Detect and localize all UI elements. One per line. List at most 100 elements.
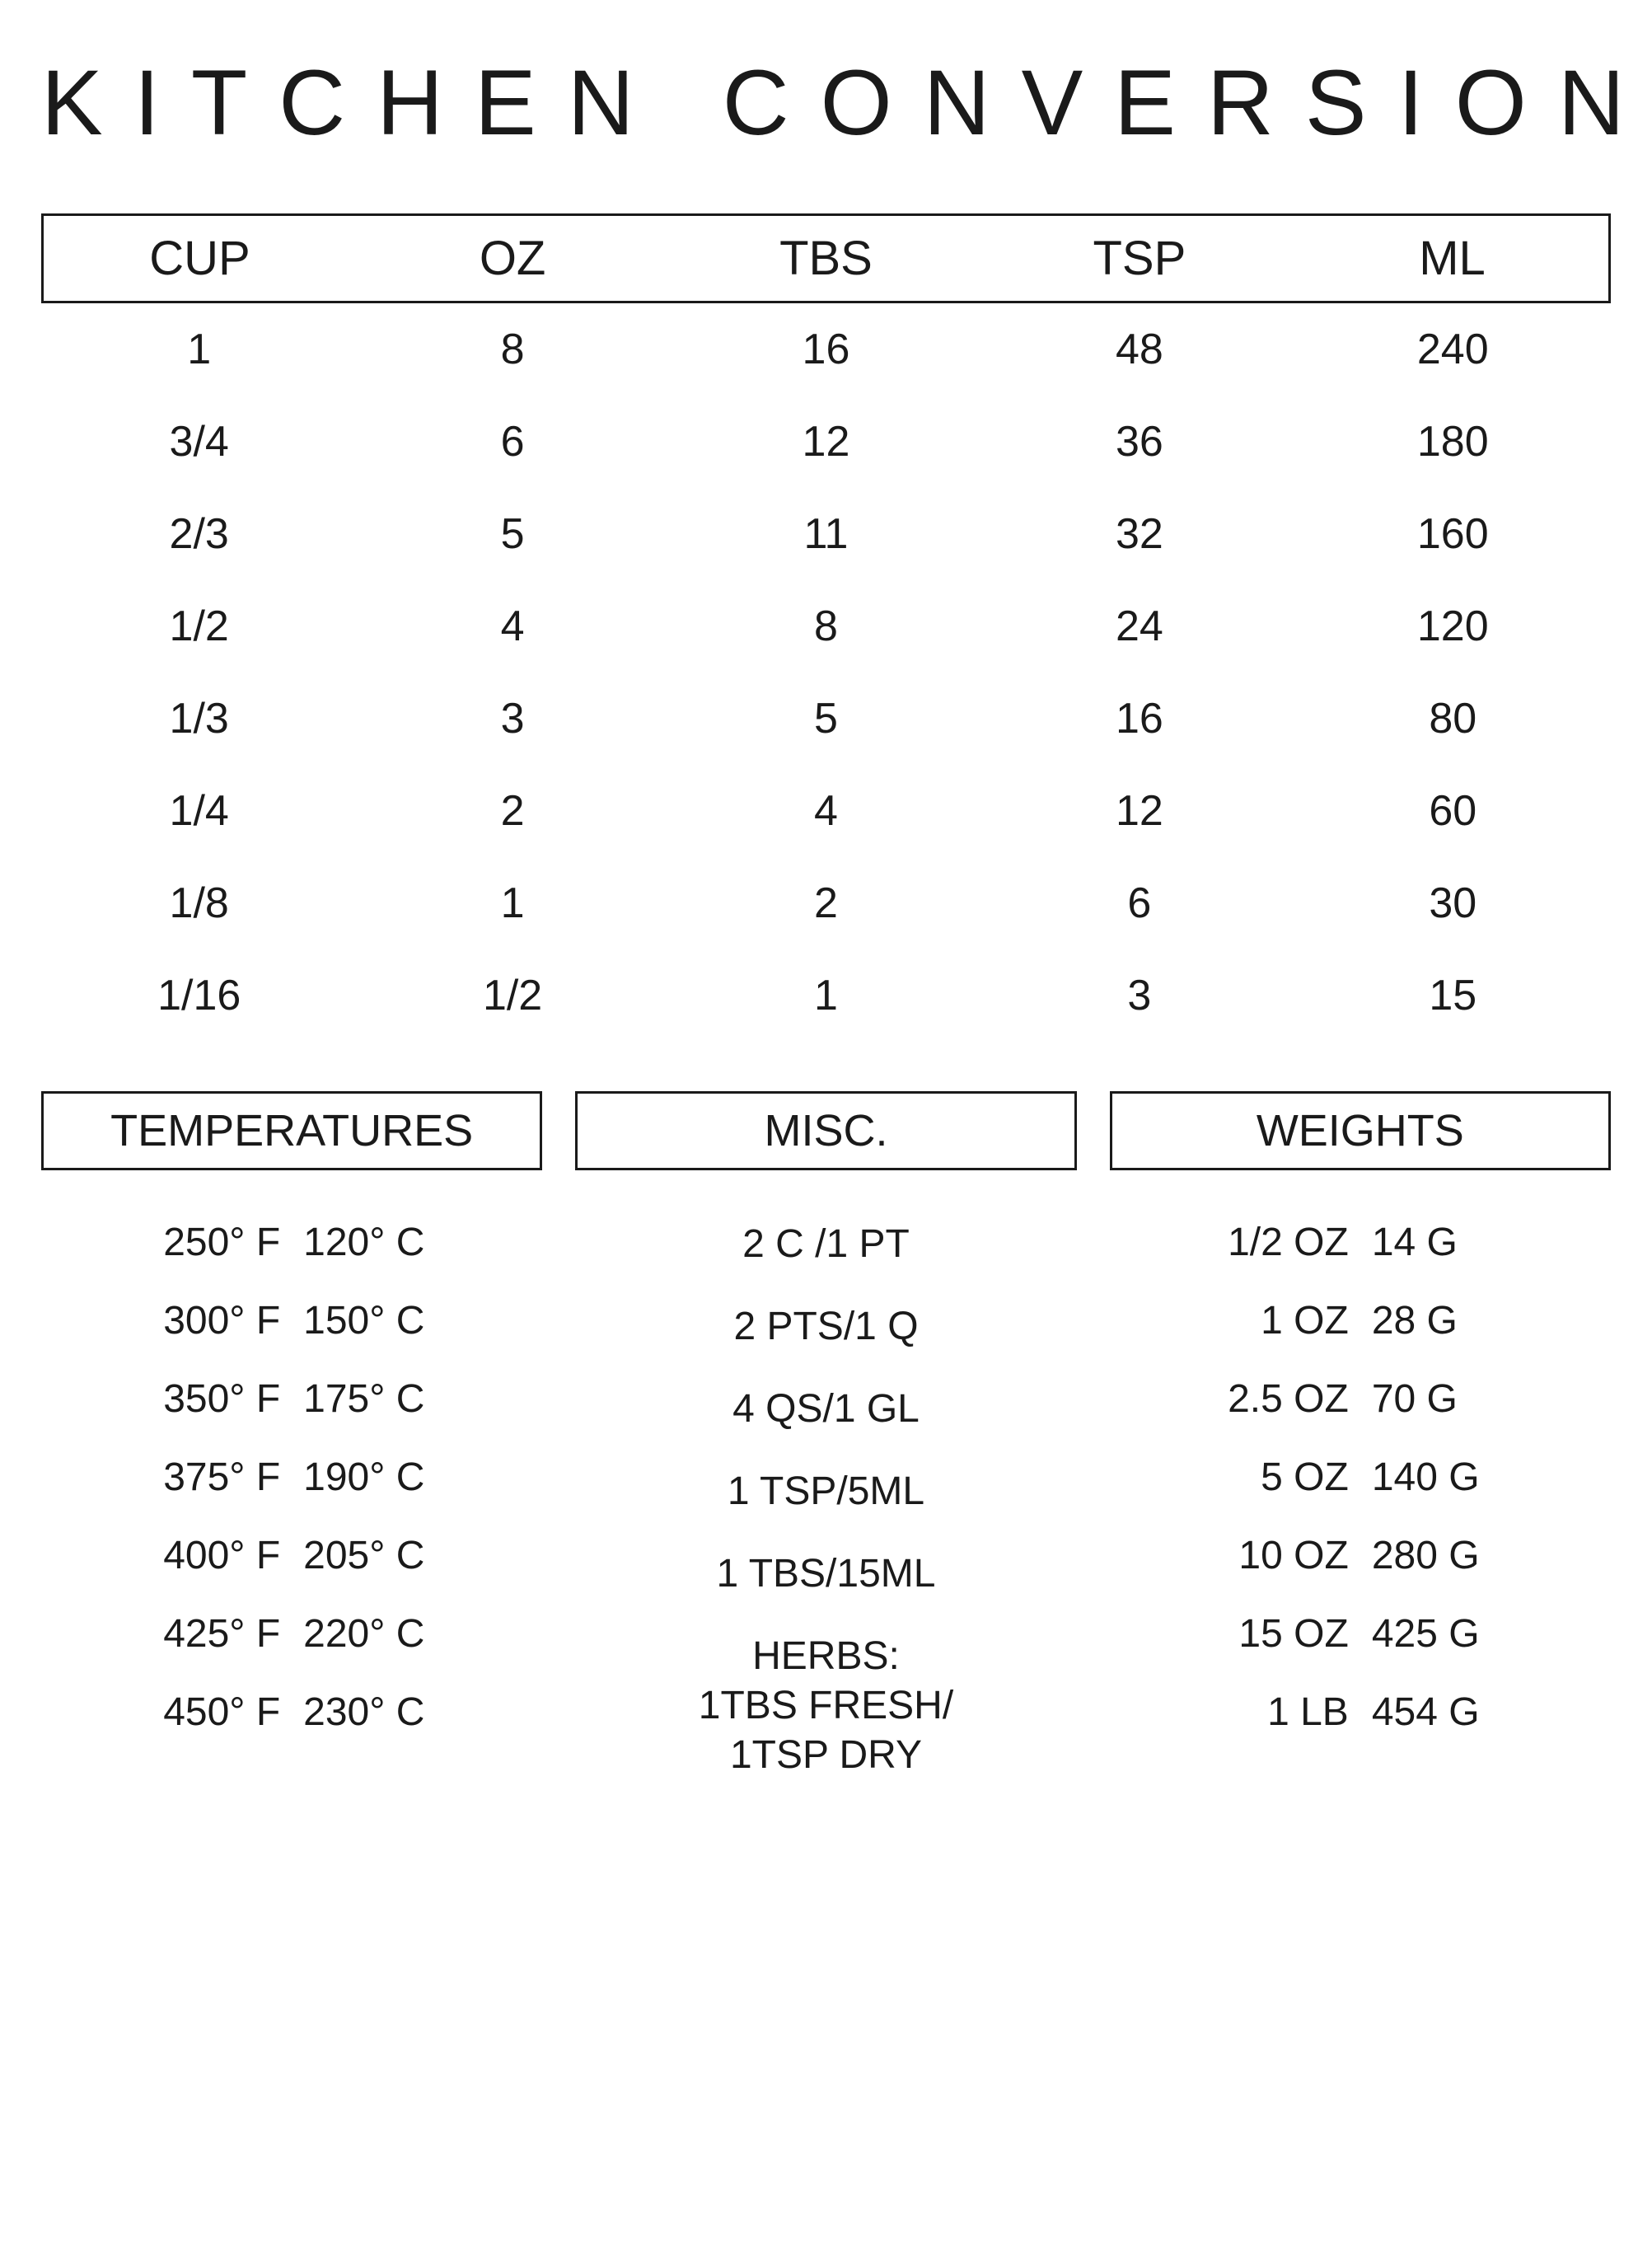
page-title: KITCHEN CONVERSIONS [41, 49, 1611, 156]
temperature-row: 300° F150° C [41, 1282, 542, 1360]
weight-row: 2.5 OZ70 G [1110, 1360, 1611, 1438]
table-cell: 6 [356, 396, 669, 488]
table-cell: 80 [1296, 673, 1609, 765]
weight-row: 10 OZ280 G [1110, 1516, 1611, 1595]
table-cell: 3/4 [43, 396, 356, 488]
weight-row: 1/2 OZ14 G [1110, 1203, 1611, 1282]
temp-celsius: 220° C [292, 1611, 517, 1657]
table-row: 1/3351680 [43, 673, 1610, 765]
weight-oz: 10 OZ [1135, 1533, 1360, 1578]
table-cell: 1/4 [43, 765, 356, 857]
temp-fahrenheit: 350° F [66, 1376, 292, 1422]
table-cell: 16 [669, 302, 982, 396]
table-cell: 6 [983, 857, 1296, 949]
table-cell: 4 [356, 580, 669, 673]
temperature-row: 375° F190° C [41, 1438, 542, 1516]
table-cell: 48 [983, 302, 1296, 396]
misc-row: 4 QS/1 GL [575, 1368, 1076, 1451]
table-row: 1/24824120 [43, 580, 1610, 673]
table-row: 2/351132160 [43, 488, 1610, 580]
misc-header: MISC. [575, 1091, 1076, 1170]
weight-grams: 28 G [1360, 1298, 1586, 1343]
table-cell: 3 [983, 949, 1296, 1042]
weights-header: WEIGHTS [1110, 1091, 1611, 1170]
table-column-header: ML [1296, 215, 1609, 302]
temp-fahrenheit: 375° F [66, 1455, 292, 1500]
table-cell: 1/3 [43, 673, 356, 765]
table-cell: 120 [1296, 580, 1609, 673]
misc-row: 2 PTS/1 Q [575, 1286, 1076, 1368]
misc-row: 1 TSP/5ML [575, 1451, 1076, 1533]
table-cell: 12 [669, 396, 982, 488]
table-row: 1/812630 [43, 857, 1610, 949]
table-cell: 2 [356, 765, 669, 857]
weight-grams: 280 G [1360, 1533, 1586, 1578]
table-cell: 3 [356, 673, 669, 765]
temp-fahrenheit: 250° F [66, 1220, 292, 1265]
temperature-row: 400° F205° C [41, 1516, 542, 1595]
table-cell: 30 [1296, 857, 1609, 949]
temp-celsius: 120° C [292, 1220, 517, 1265]
table-cell: 240 [1296, 302, 1609, 396]
table-cell: 12 [983, 765, 1296, 857]
temperature-row: 450° F230° C [41, 1673, 542, 1751]
misc-panel: MISC. 2 C /1 PT2 PTS/1 Q4 QS/1 GL1 TSP/5… [575, 1091, 1076, 1797]
weight-oz: 1/2 OZ [1135, 1220, 1360, 1265]
temp-fahrenheit: 400° F [66, 1533, 292, 1578]
table-cell: 60 [1296, 765, 1609, 857]
weight-row: 1 OZ28 G [1110, 1282, 1611, 1360]
weight-grams: 70 G [1360, 1376, 1586, 1422]
temp-celsius: 150° C [292, 1298, 517, 1343]
temperature-row: 425° F220° C [41, 1595, 542, 1673]
table-row: 1/161/21315 [43, 949, 1610, 1042]
temp-celsius: 205° C [292, 1533, 517, 1578]
conversion-table: CUPOZTBSTSPML 1816482403/4612361802/3511… [41, 213, 1611, 1042]
table-cell: 2 [669, 857, 982, 949]
weight-oz: 1 OZ [1135, 1298, 1360, 1343]
weight-row: 15 OZ425 G [1110, 1595, 1611, 1673]
weight-grams: 140 G [1360, 1455, 1586, 1500]
table-column-header: TSP [983, 215, 1296, 302]
weight-grams: 425 G [1360, 1611, 1586, 1657]
table-cell: 4 [669, 765, 982, 857]
table-cell: 8 [356, 302, 669, 396]
temp-fahrenheit: 425° F [66, 1611, 292, 1657]
table-column-header: TBS [669, 215, 982, 302]
misc-row: 1 TBS/15ML [575, 1533, 1076, 1615]
weight-grams: 14 G [1360, 1220, 1586, 1265]
table-row: 3/461236180 [43, 396, 1610, 488]
temp-celsius: 175° C [292, 1376, 517, 1422]
table-cell: 24 [983, 580, 1296, 673]
table-row: 181648240 [43, 302, 1610, 396]
temperatures-header: TEMPERATURES [41, 1091, 542, 1170]
table-cell: 1 [669, 949, 982, 1042]
temp-celsius: 190° C [292, 1455, 517, 1500]
temp-fahrenheit: 300° F [66, 1298, 292, 1343]
table-cell: 1/2 [43, 580, 356, 673]
misc-row: HERBS:1TBS FRESH/1TSP DRY [575, 1615, 1076, 1797]
table-cell: 1 [356, 857, 669, 949]
table-column-header: CUP [43, 215, 356, 302]
table-cell: 8 [669, 580, 982, 673]
weights-panel: WEIGHTS 1/2 OZ14 G1 OZ28 G2.5 OZ70 G5 OZ… [1110, 1091, 1611, 1797]
table-cell: 180 [1296, 396, 1609, 488]
table-cell: 5 [356, 488, 669, 580]
table-cell: 160 [1296, 488, 1609, 580]
table-cell: 1 [43, 302, 356, 396]
table-row: 1/4241260 [43, 765, 1610, 857]
weight-oz: 15 OZ [1135, 1611, 1360, 1657]
weight-oz: 1 LB [1135, 1690, 1360, 1735]
temperatures-panel: TEMPERATURES 250° F120° C300° F150° C350… [41, 1091, 542, 1797]
temperature-row: 350° F175° C [41, 1360, 542, 1438]
weight-row: 5 OZ140 G [1110, 1438, 1611, 1516]
table-cell: 36 [983, 396, 1296, 488]
weight-oz: 5 OZ [1135, 1455, 1360, 1500]
table-cell: 5 [669, 673, 982, 765]
table-cell: 2/3 [43, 488, 356, 580]
weight-grams: 454 G [1360, 1690, 1586, 1735]
temperature-row: 250° F120° C [41, 1203, 542, 1282]
temp-fahrenheit: 450° F [66, 1690, 292, 1735]
table-cell: 1/8 [43, 857, 356, 949]
weight-oz: 2.5 OZ [1135, 1376, 1360, 1422]
table-cell: 15 [1296, 949, 1609, 1042]
